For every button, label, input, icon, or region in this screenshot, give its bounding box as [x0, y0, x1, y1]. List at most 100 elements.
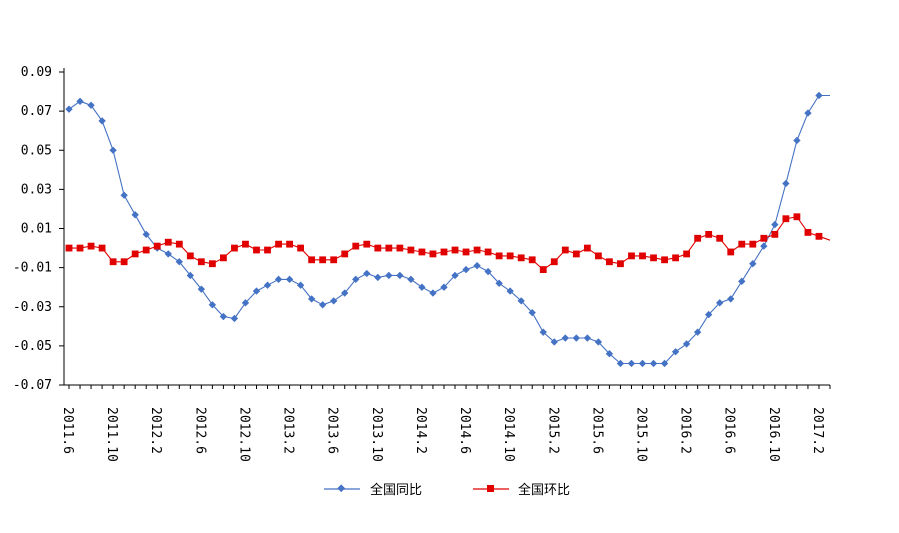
data-point-mom [208, 260, 216, 268]
data-point-mom [550, 258, 558, 266]
x-tick-label: 2016.10 [766, 407, 781, 462]
data-point-yoy [219, 312, 228, 321]
data-point-mom [374, 244, 382, 252]
series-line-yoy [68, 94, 830, 365]
data-point-yoy [385, 271, 393, 280]
data-point-mom [451, 246, 459, 254]
data-point-mom [319, 256, 327, 264]
data-point-mom [429, 250, 437, 258]
data-point-yoy [473, 261, 481, 270]
legend: 全国同比 全国环比 [324, 482, 570, 498]
data-point-yoy [65, 105, 73, 113]
x-tick-label: 2015.6 [589, 407, 604, 454]
data-point-yoy [341, 289, 349, 297]
data-point-mom [142, 246, 150, 254]
data-point-yoy [330, 297, 338, 305]
series-mom [65, 213, 831, 273]
legend-marker-yoy [337, 484, 346, 493]
data-point-mom [771, 230, 779, 238]
data-point-yoy [627, 359, 636, 368]
x-tick-label: 2012.10 [236, 407, 251, 462]
data-point-mom [672, 254, 679, 262]
axes [63, 68, 830, 386]
data-point-mom [109, 258, 117, 266]
series-layer [65, 91, 831, 368]
data-point-mom [727, 248, 735, 256]
data-point-yoy [649, 359, 658, 368]
legend-marker-mom [487, 485, 494, 492]
data-point-yoy [120, 191, 128, 199]
data-point-mom [231, 244, 238, 252]
data-point-mom [131, 250, 139, 258]
data-point-mom [583, 244, 591, 252]
data-point-yoy [197, 285, 206, 293]
data-point-mom [385, 244, 393, 252]
y-tick-label: -0.01 [13, 261, 52, 276]
data-point-yoy [605, 350, 614, 358]
data-point-yoy [572, 334, 581, 342]
series-yoy [65, 91, 830, 368]
x-tick-label: 2014.6 [457, 407, 472, 454]
data-point-yoy [208, 301, 217, 309]
data-point-yoy [594, 338, 603, 346]
x-tick-label: 2011.6 [60, 407, 75, 454]
data-point-yoy [760, 242, 768, 250]
data-point-yoy [263, 281, 272, 289]
data-point-mom [197, 258, 205, 266]
data-point-mom [164, 238, 172, 246]
data-point-mom [650, 254, 657, 262]
x-tick-label: 2011.10 [104, 407, 119, 462]
data-point-yoy [109, 146, 117, 154]
data-point-mom [76, 244, 84, 252]
data-point-mom [418, 248, 426, 256]
data-point-yoy [539, 328, 547, 336]
data-point-yoy [705, 310, 713, 319]
x-tick-label: 2012.6 [192, 407, 207, 454]
data-point-mom [220, 254, 227, 262]
data-point-mom [539, 266, 547, 273]
data-point-yoy [693, 328, 702, 336]
x-tick-label: 2014.10 [501, 407, 516, 462]
data-point-mom [407, 246, 415, 254]
data-point-mom [275, 240, 282, 248]
data-point-mom [561, 246, 569, 254]
data-point-mom [628, 252, 635, 260]
data-point-yoy [418, 283, 426, 291]
data-point-mom [683, 250, 691, 258]
data-point-yoy [175, 258, 183, 266]
legend-label-mom: 全国环比 [518, 482, 570, 498]
data-point-mom [793, 213, 801, 221]
data-point-yoy [495, 279, 503, 287]
x-tick-label: 2016.2 [678, 407, 693, 454]
x-tick-label: 2015.10 [634, 407, 649, 462]
data-point-mom [341, 250, 349, 258]
data-point-yoy [352, 275, 360, 284]
data-point-yoy [374, 273, 382, 282]
data-point-mom [517, 254, 525, 262]
data-point-yoy [506, 287, 514, 295]
x-tick-label: 2015.2 [545, 407, 560, 454]
data-point-mom [98, 244, 106, 252]
data-point-mom [495, 252, 503, 260]
x-tick-label: 2013.6 [325, 407, 340, 454]
y-tick-label: 0.07 [21, 104, 52, 119]
data-point-mom [153, 242, 161, 250]
data-point-yoy [550, 338, 558, 346]
data-point-mom [440, 248, 448, 256]
data-point-yoy [396, 271, 404, 280]
data-point-mom [186, 252, 194, 260]
x-tick-label: 2016.6 [722, 407, 737, 454]
data-point-mom [738, 240, 746, 248]
data-point-yoy [561, 334, 569, 342]
data-point-mom [528, 256, 536, 264]
x-tick-label: 2013.2 [281, 407, 296, 454]
data-point-yoy [716, 299, 724, 307]
data-point-yoy [671, 348, 680, 356]
data-point-yoy [782, 179, 790, 188]
data-point-yoy [583, 334, 592, 342]
data-point-yoy [429, 289, 437, 297]
data-point-mom [594, 252, 602, 260]
data-point-mom [65, 244, 73, 252]
